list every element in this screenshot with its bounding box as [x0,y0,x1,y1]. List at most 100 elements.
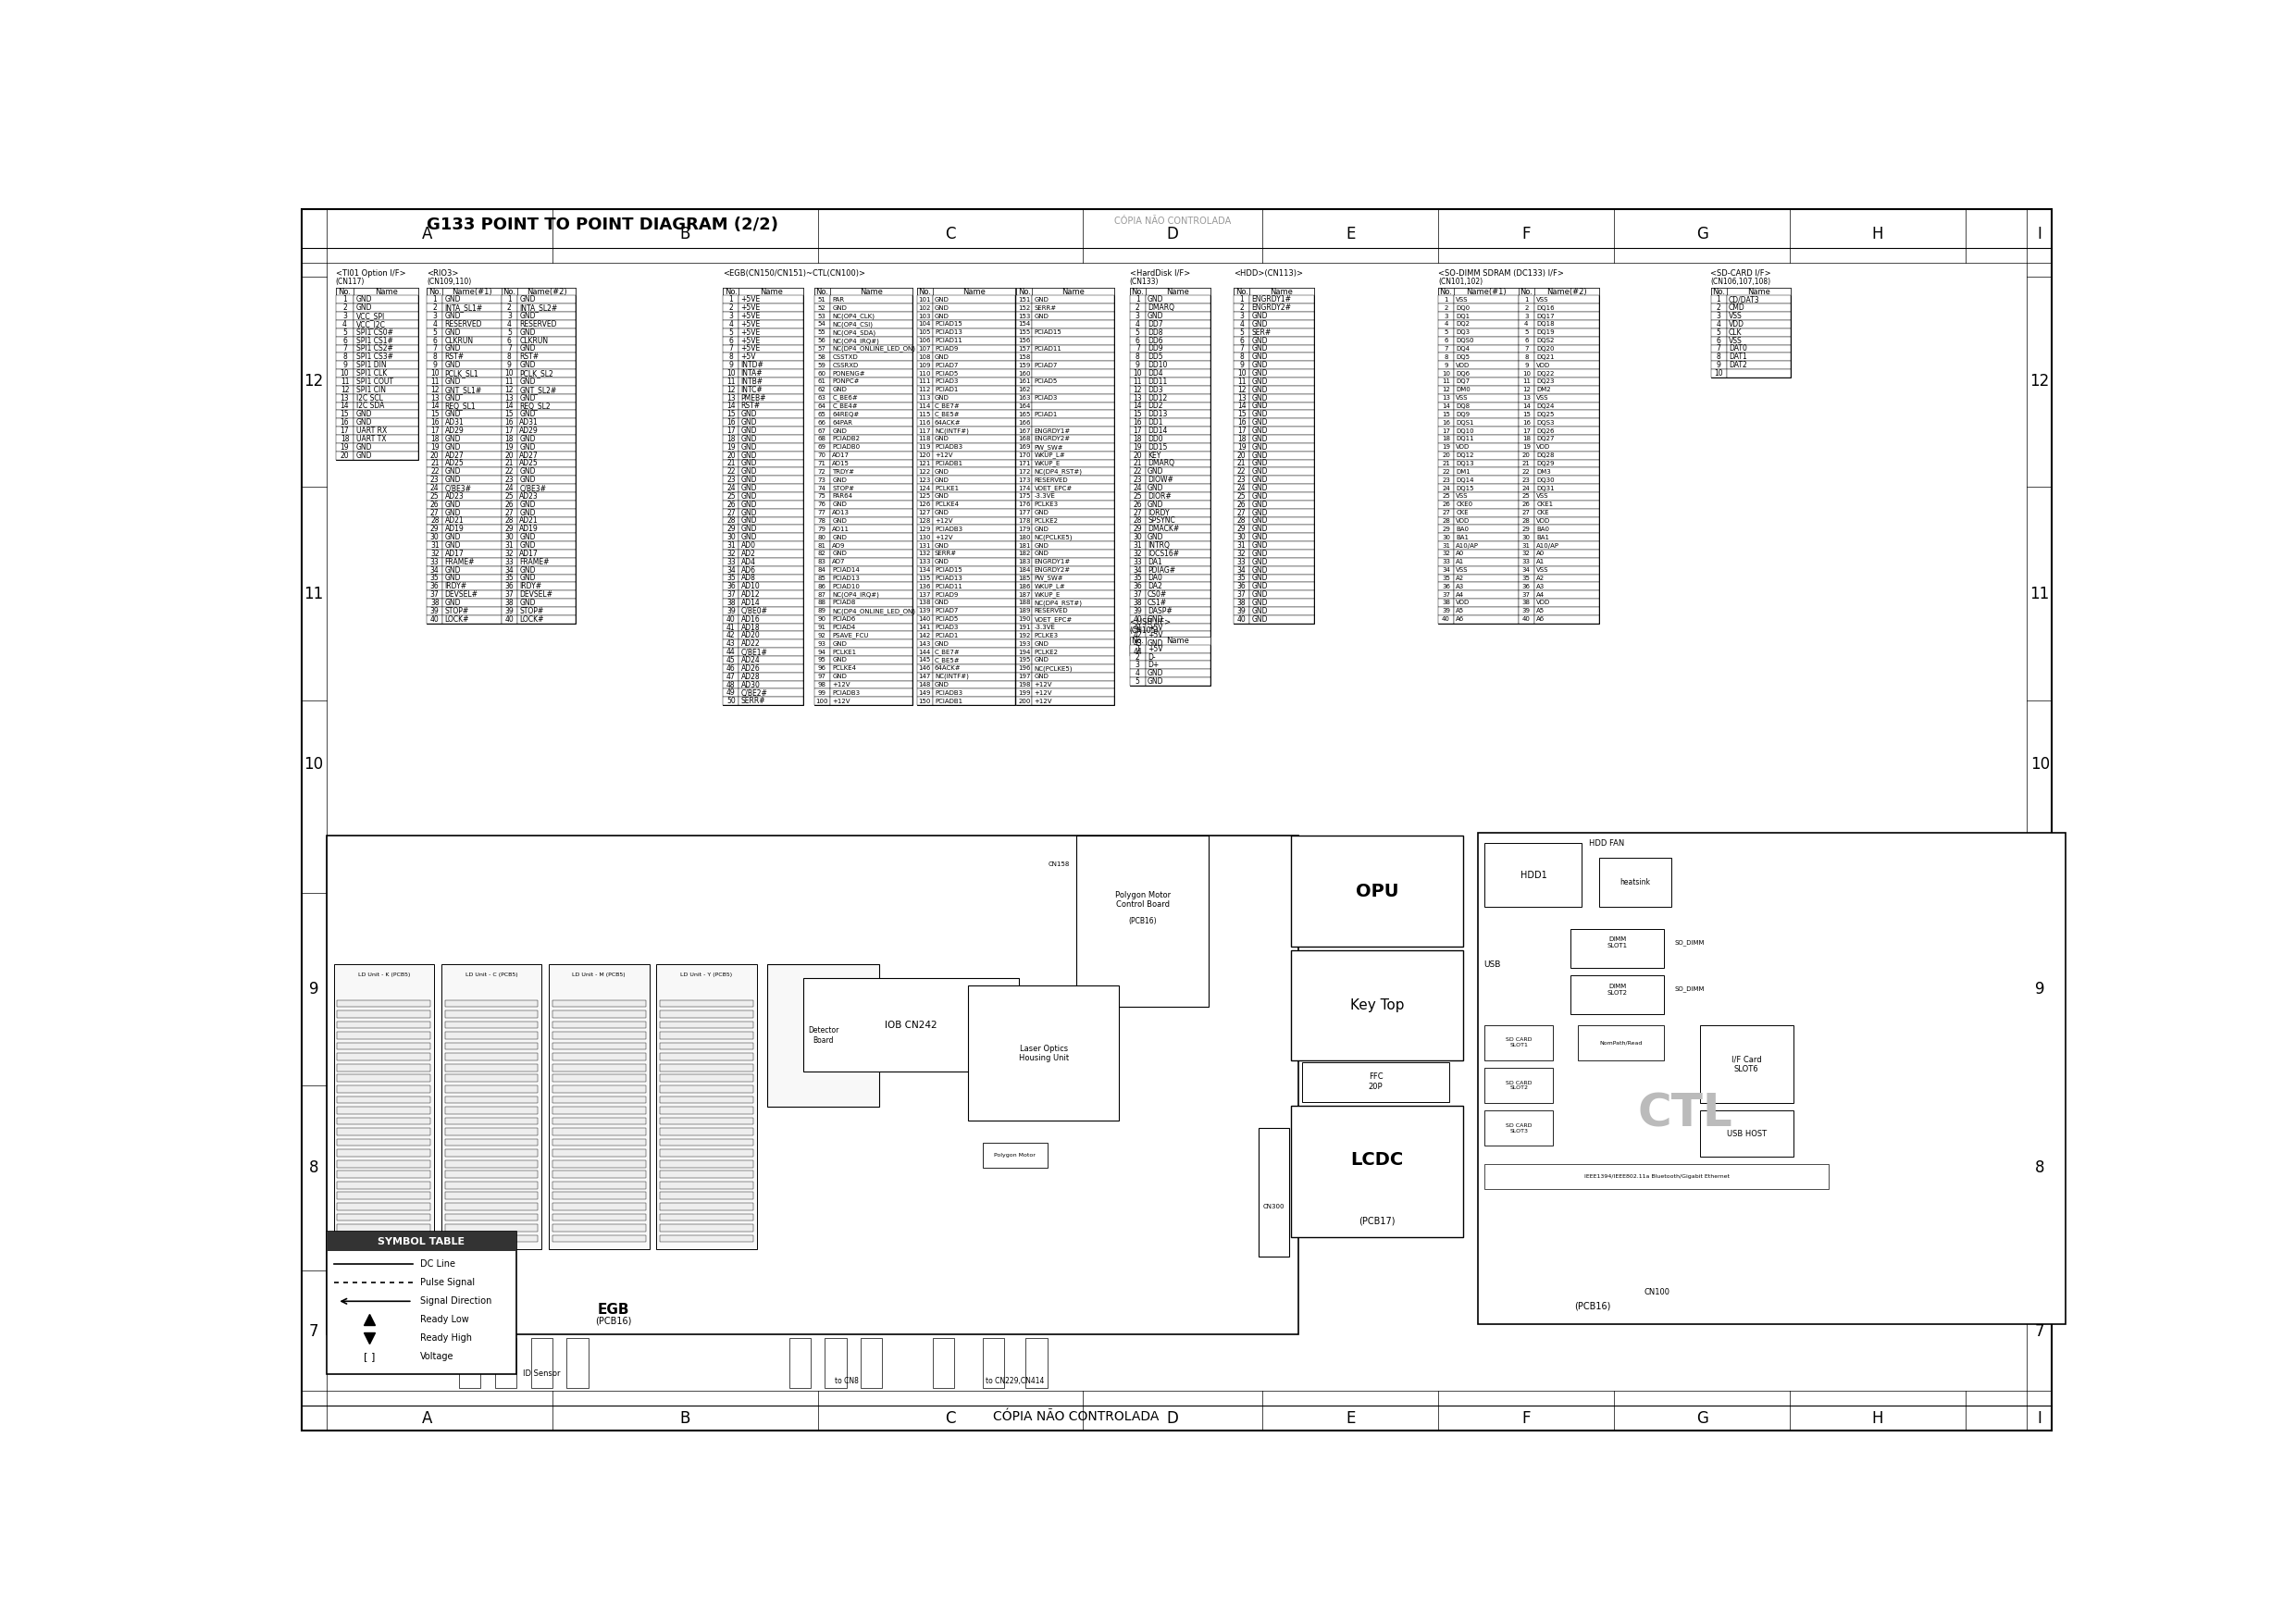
Bar [1130,648,1146,656]
Text: 157: 157 [1017,346,1031,352]
Bar [1453,484,1518,492]
Bar [1699,1110,1793,1157]
Text: GND: GND [1251,419,1267,427]
Bar [916,443,932,451]
Text: A: A [422,1410,432,1427]
Bar [443,370,501,378]
Bar [1146,677,1210,685]
Text: GND: GND [445,443,461,451]
Bar [553,1086,645,1092]
Text: DQ10: DQ10 [1456,428,1474,433]
Text: VDET_EPC#: VDET_EPC# [1033,485,1072,492]
Bar [1146,336,1210,344]
Bar [723,680,739,688]
Text: 30: 30 [1238,532,1247,542]
Text: 118: 118 [918,437,930,441]
Text: 16: 16 [429,419,439,427]
Bar [1437,566,1453,575]
Text: GND: GND [831,428,847,433]
Bar [815,484,829,492]
Bar [739,672,804,680]
Bar [916,451,932,459]
Bar [553,1193,645,1199]
Bar [1146,352,1210,362]
Bar [1033,550,1114,558]
Text: -3.3VE: -3.3VE [1033,625,1056,630]
Bar [829,451,912,459]
Text: CD/DAT3: CD/DAT3 [1729,295,1759,304]
Bar [739,459,804,467]
Text: 2: 2 [1240,304,1244,312]
Bar [445,1011,537,1018]
Text: A4: A4 [1536,592,1545,597]
Text: HDD1: HDD1 [1520,870,1548,880]
Text: VSS: VSS [1456,568,1469,573]
Text: GND: GND [1148,500,1164,508]
Text: PCIAD14: PCIAD14 [831,568,859,573]
Text: 62: 62 [817,386,827,393]
Bar [443,508,501,516]
Text: 22: 22 [429,467,439,476]
Bar [501,575,517,583]
Bar [1033,295,1114,304]
Bar [1437,459,1453,467]
Bar [1017,500,1033,508]
Bar [932,459,1015,467]
Text: 15: 15 [1522,412,1531,417]
Bar [517,451,576,459]
Text: GND: GND [831,386,847,393]
Text: I/F Card
SLOT6: I/F Card SLOT6 [1731,1055,1761,1073]
Bar [445,1107,537,1113]
Bar [1146,631,1210,639]
Bar [723,615,739,623]
Bar [1518,591,1534,599]
Bar [517,558,576,566]
Text: GND: GND [1033,641,1049,646]
Text: C_BE5#: C_BE5# [934,411,960,417]
Text: 117: 117 [918,428,930,433]
Text: No.: No. [1132,287,1143,295]
Text: 16: 16 [1134,419,1141,427]
Bar [1130,652,1146,661]
Bar [829,680,912,688]
Bar [1033,336,1114,344]
Text: RST#: RST# [519,352,540,362]
Bar [829,566,912,575]
Bar [1534,320,1598,328]
Text: GND: GND [445,328,461,336]
Bar [443,492,501,500]
Text: 34: 34 [505,566,514,575]
Text: KEY: KEY [1148,451,1162,459]
Text: CLKRUN: CLKRUN [445,336,473,344]
Bar [1233,312,1249,320]
Bar [1711,352,1727,362]
Text: DD14: DD14 [1148,427,1166,435]
Bar [1534,459,1598,467]
Text: VCC_SPI: VCC_SPI [356,312,386,320]
Bar [1249,304,1313,312]
Bar [1146,295,1210,304]
Text: GND: GND [831,550,847,557]
Bar [815,688,829,696]
Bar [815,378,829,386]
Bar [1534,524,1598,534]
Bar [354,411,418,419]
Text: AD29: AD29 [519,427,540,435]
Text: 6: 6 [728,336,732,344]
Text: 5: 5 [342,328,347,336]
Text: Name(#1): Name(#1) [452,287,491,295]
Text: GND: GND [742,524,758,534]
Bar [567,1339,588,1388]
Bar [739,312,804,320]
Bar [427,378,443,386]
Text: 11: 11 [1442,378,1451,385]
Bar [767,964,879,1107]
Bar [1534,352,1598,362]
Text: 26: 26 [1238,500,1247,508]
Bar [1534,427,1598,435]
Bar [815,500,829,508]
Bar [1518,550,1534,558]
Bar [723,435,739,443]
Bar [445,1042,537,1050]
Bar [1130,411,1146,419]
